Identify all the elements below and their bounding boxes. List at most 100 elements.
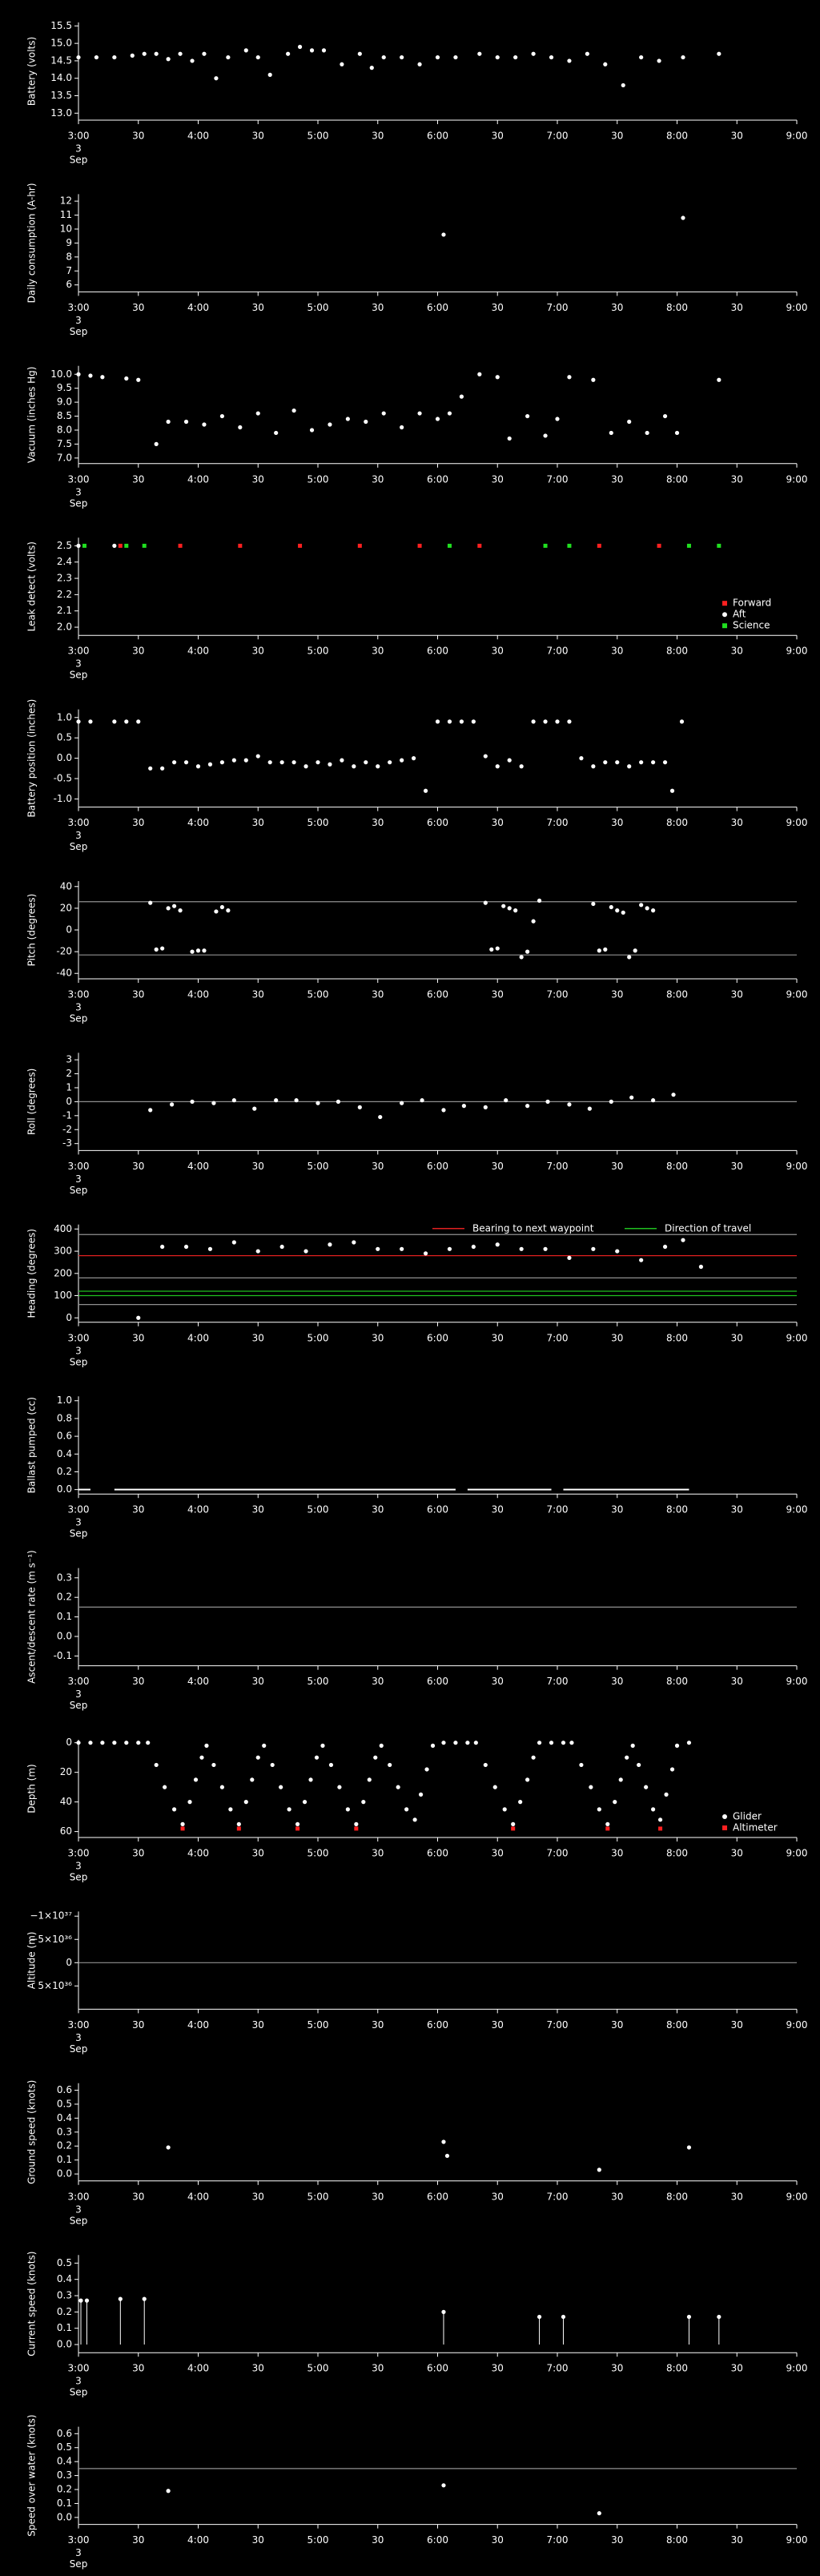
legend-marker <box>722 1825 727 1830</box>
y-tick-label: 0.6 <box>57 1431 72 1442</box>
point <box>681 1238 685 1242</box>
point <box>613 1800 617 1805</box>
x-tick-label: 30 <box>132 817 144 828</box>
point <box>717 543 722 548</box>
x-date-label: 3 <box>75 830 82 841</box>
x-tick-label: 6:00 <box>427 989 448 1000</box>
point <box>461 1104 466 1109</box>
x-tick-label: 9:00 <box>786 1848 808 1859</box>
x-tick-label: 30 <box>492 817 504 828</box>
x-tick-label: 30 <box>492 2191 504 2202</box>
x-tick-label: 6:00 <box>427 1161 448 1172</box>
point <box>303 1249 308 1254</box>
point <box>243 758 248 763</box>
point <box>513 54 518 60</box>
x-tick-label: 4:00 <box>187 302 209 313</box>
x-tick-label: 9:00 <box>786 2363 808 2374</box>
point <box>146 1741 151 1745</box>
point <box>228 1807 233 1812</box>
x-tick-label: 30 <box>252 1848 264 1859</box>
point <box>639 1258 644 1262</box>
point <box>555 417 560 421</box>
point <box>519 1246 524 1251</box>
x-tick-label: 30 <box>132 131 144 142</box>
point <box>645 430 649 436</box>
point <box>615 1249 620 1254</box>
x-tick-label: 4:00 <box>187 1848 209 1859</box>
point <box>567 1102 572 1107</box>
point <box>328 1242 332 1247</box>
point <box>252 1106 257 1111</box>
point <box>621 910 625 915</box>
y-tick-label: 15.0 <box>50 38 72 49</box>
point <box>423 1251 428 1256</box>
point <box>495 764 500 769</box>
point <box>303 764 308 769</box>
x-tick-label: 3:00 <box>68 1504 90 1515</box>
point <box>471 1244 476 1250</box>
x-tick-label: 4:00 <box>187 989 209 1000</box>
point <box>686 2145 692 2150</box>
point <box>183 419 189 425</box>
point <box>219 904 224 910</box>
point <box>674 430 680 436</box>
point <box>316 760 320 765</box>
y-axis-label: Vacuum (inches Hg) <box>26 367 38 464</box>
y-tick-label: 0.2 <box>57 1592 72 1603</box>
x-tick-label: 30 <box>252 2534 264 2546</box>
point <box>78 2298 83 2303</box>
x-tick-label: 30 <box>611 1676 623 1687</box>
point <box>286 51 291 56</box>
y-tick-label: 10.0 <box>50 368 72 380</box>
x-tick-label: 9:00 <box>786 1161 808 1172</box>
x-date-label: Sep <box>70 1356 88 1367</box>
x-tick-label: 7:00 <box>547 2534 569 2546</box>
y-tick-label: 14.0 <box>50 72 72 83</box>
point <box>603 760 608 765</box>
point <box>525 949 530 954</box>
x-tick-label: 8:00 <box>666 1161 688 1172</box>
x-tick-label: 5:00 <box>308 989 329 1000</box>
point <box>651 1807 656 1812</box>
y-tick-label: 0 <box>66 1312 72 1323</box>
point <box>178 543 183 548</box>
x-date-label: Sep <box>70 841 88 852</box>
y-tick-label: 0 <box>66 1737 72 1748</box>
point <box>400 1101 404 1105</box>
point <box>483 1105 488 1109</box>
point <box>291 408 296 413</box>
x-tick-label: 30 <box>252 1504 264 1515</box>
y-tick-label: -1.0 <box>54 793 72 804</box>
y-tick-label: 12 <box>60 195 72 207</box>
point <box>537 2314 542 2320</box>
point <box>502 1807 507 1812</box>
point <box>543 433 548 438</box>
x-tick-label: 30 <box>492 2534 504 2546</box>
point <box>603 62 608 66</box>
y-tick-label: -20 <box>56 946 72 957</box>
point <box>314 1755 320 1760</box>
point <box>308 1777 313 1782</box>
y-tick-label: 0.1 <box>57 1611 72 1622</box>
point <box>88 1741 93 1745</box>
point <box>441 232 446 237</box>
point <box>400 758 404 763</box>
point <box>627 955 632 960</box>
point <box>495 946 500 951</box>
point <box>376 764 380 769</box>
point <box>183 1244 189 1250</box>
point <box>337 1785 342 1789</box>
point <box>591 1246 596 1251</box>
point <box>686 1741 692 1745</box>
point <box>561 2314 566 2320</box>
point <box>250 1777 255 1782</box>
x-tick-label: 8:00 <box>666 2191 688 2202</box>
point <box>238 425 243 430</box>
y-tick-label: 0.1 <box>57 2154 72 2165</box>
point <box>447 719 452 724</box>
point <box>531 919 536 924</box>
y-axis-label: Current speed (knots) <box>26 2252 38 2357</box>
point <box>166 2489 171 2493</box>
point <box>190 58 195 63</box>
point <box>477 372 482 376</box>
